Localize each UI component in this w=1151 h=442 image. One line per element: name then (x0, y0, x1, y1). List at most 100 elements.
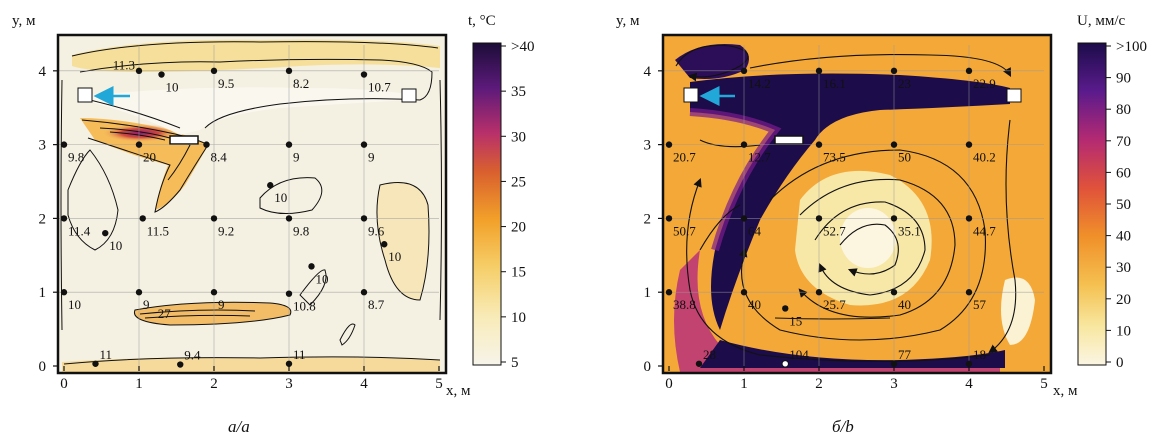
measurement-point (135, 67, 143, 75)
point-label: 52.7 (823, 223, 846, 238)
point-label: 10 (166, 80, 179, 95)
colorbar (1077, 42, 1107, 366)
x-tick-label: 5 (435, 376, 443, 392)
measurement-point (815, 67, 823, 75)
measurement-point (965, 360, 973, 367)
x-tick-label: 3 (285, 376, 293, 392)
y-tick-label: 2 (644, 211, 652, 227)
point-label: 16.1 (823, 76, 846, 91)
measurement-point (890, 289, 898, 296)
measurement-point (210, 215, 218, 222)
colorbar-tick-label: 50 (1116, 197, 1131, 213)
measurement-point (360, 215, 368, 222)
measurement-point (381, 241, 388, 248)
measurement-point (102, 229, 109, 237)
colorbar-tick-label: 25 (511, 174, 526, 190)
measurement-point (210, 289, 218, 296)
y-axis-label: y, м (12, 13, 36, 29)
measurement-point (360, 71, 368, 78)
velocity-panel: 14.2 16.1 23 22.920.7 12.7 73.5 50 40.250.7 64 52… (616, 13, 1147, 436)
colorbar-tick-label: 40 (1116, 229, 1131, 245)
point-label: 40 (748, 297, 761, 312)
x-tick-label: 0 (60, 376, 68, 392)
y-tick-label: 1 (644, 285, 652, 301)
measurement-point (60, 215, 68, 222)
point-label: 20.7 (673, 150, 696, 165)
point-label: 9.8 (293, 223, 309, 238)
point-label: 22.9 (973, 76, 996, 91)
measurement-point (695, 360, 703, 367)
measurement-point (815, 215, 823, 222)
point-label: 23 (898, 76, 911, 91)
point-label: 9.5 (218, 76, 234, 91)
point-label: 38.8 (673, 297, 696, 312)
y-axis-label: y, м (616, 13, 640, 29)
y-tick-label: 4 (39, 64, 47, 80)
measurement-point (135, 289, 143, 296)
point-label: 73.5 (823, 150, 846, 165)
colorbar-title: U, мм/с (1077, 13, 1125, 29)
measurement-point (665, 289, 673, 296)
measurement-point (965, 289, 973, 296)
contour-label: 11.3 (113, 57, 135, 72)
measurement-point (740, 67, 748, 75)
colorbar-tick-label: 90 (1116, 71, 1131, 87)
point-label: 9 (368, 150, 375, 165)
y-tick-label: 3 (39, 138, 47, 154)
colorbar-tick-label: 10 (511, 310, 526, 326)
inlet-left-box (683, 87, 699, 103)
measurement-point (285, 67, 293, 75)
measurement-point (665, 215, 673, 222)
measurement-point (815, 141, 823, 148)
x-axis-label: x, м (446, 383, 471, 399)
y-tick-label: 0 (644, 359, 652, 375)
measurement-point (60, 141, 68, 148)
measurement-point (285, 141, 293, 148)
colorbar-tick-label: 80 (1116, 102, 1131, 118)
point-label: 44.7 (973, 223, 996, 238)
colorbar-tick-label: >40 (511, 39, 534, 55)
measurement-point (782, 305, 789, 312)
point-label: 10 (388, 249, 401, 264)
x-tick-label: 2 (210, 376, 218, 392)
point-label: 10 (316, 271, 329, 286)
measurement-point (210, 67, 218, 75)
point-label: 35.1 (898, 223, 921, 238)
point-label: 10 (109, 238, 122, 253)
y-tick-label: 4 (644, 64, 652, 80)
measurement-point (665, 141, 673, 148)
y-tick-label: 3 (644, 138, 652, 154)
colorbar-tick-label: 20 (1116, 292, 1131, 308)
point-label: 40 (898, 297, 911, 312)
point-label: 104 (789, 347, 809, 362)
x-tick-label: 0 (665, 376, 673, 392)
point-label: 11.4 (68, 223, 91, 238)
point-label: 28 (703, 347, 716, 362)
x-tick-label: 1 (135, 376, 143, 392)
measurement-point (139, 215, 146, 222)
point-label: 15 (789, 313, 802, 328)
measurement-point (890, 360, 898, 367)
measurement-point (965, 215, 973, 222)
measurement-point (135, 141, 143, 148)
point-label: 64 (748, 223, 762, 238)
measurement-points: 14.2 16.1 23 22.9 20.7 12.7 73.5 50 40.2 50.7 64 52… (665, 67, 996, 368)
contour-label: 27 (158, 306, 172, 321)
heater-bar (169, 135, 199, 145)
point-label: 10 (274, 190, 287, 205)
colorbar-tick-label: 30 (1116, 260, 1131, 276)
point-label: 8.4 (211, 150, 228, 165)
fast-zone-bottom (700, 340, 1005, 368)
measurement-point (740, 289, 748, 296)
point-label: 9.4 (184, 348, 201, 363)
measurement-point (740, 215, 748, 222)
warm-zone-top (72, 39, 440, 72)
colorbar-tick-label: >100 (1116, 39, 1147, 55)
measurement-point (740, 141, 748, 148)
measurement-point (360, 141, 368, 148)
point-label: 14.2 (748, 76, 771, 91)
